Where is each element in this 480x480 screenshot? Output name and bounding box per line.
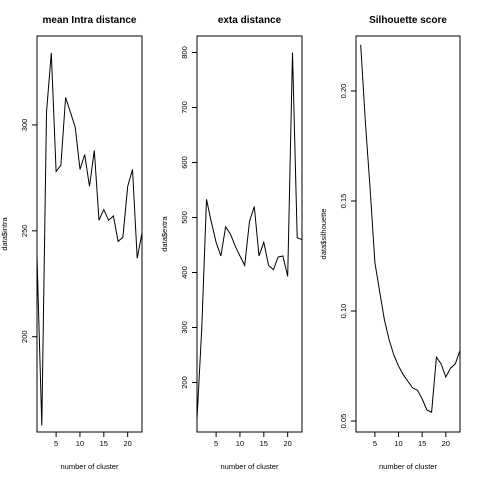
y-tick-label: 600 xyxy=(180,156,189,169)
series-line-silhouette xyxy=(360,44,461,413)
x-axis: 5 10 15 20 xyxy=(54,432,132,448)
x-tick-label: 15 xyxy=(418,439,426,448)
y-tick-label: 0.20 xyxy=(339,84,348,99)
plot-frame xyxy=(355,35,461,433)
y-tick-label: 0.10 xyxy=(339,304,348,319)
plot-frame xyxy=(196,35,303,433)
series-line-extra xyxy=(196,52,303,420)
chart-title: mean Intra distance xyxy=(43,15,137,26)
series-line-intra xyxy=(36,52,143,426)
x-tick-label: 20 xyxy=(284,439,292,448)
x-tick-label: 15 xyxy=(100,439,108,448)
y-tick-label: 300 xyxy=(180,321,189,334)
y-axis: 200 300 400 500 600 700 800 xyxy=(180,46,197,389)
x-tick-label: 20 xyxy=(124,439,132,448)
x-axis-label: number of cluster xyxy=(221,462,279,471)
y-tick-label: 300 xyxy=(20,119,29,132)
chart-title: Silhouette score xyxy=(369,15,447,26)
y-axis-label: data$intra xyxy=(0,216,9,250)
y-tick-label: 200 xyxy=(180,376,189,389)
x-axis: 5 10 15 20 xyxy=(373,432,450,448)
x-tick-label: 5 xyxy=(373,439,377,448)
y-tick-label: 800 xyxy=(180,46,189,59)
chart-title: exta distance xyxy=(218,15,282,26)
y-axis: 200 250 300 xyxy=(20,119,37,343)
y-tick-label: 400 xyxy=(180,266,189,279)
x-tick-label: 20 xyxy=(442,439,450,448)
x-axis: 5 10 15 20 xyxy=(214,432,292,448)
x-tick-label: 5 xyxy=(214,439,218,448)
y-axis-label: data$silhouette xyxy=(319,209,328,260)
x-tick-label: 5 xyxy=(54,439,58,448)
y-axis: 0.05 0.10 0.15 0.20 xyxy=(339,84,356,429)
y-tick-label: 0.15 xyxy=(339,194,348,209)
y-tick-label: 700 xyxy=(180,101,189,114)
y-tick-label: 200 xyxy=(20,330,29,343)
x-tick-label: 10 xyxy=(394,439,402,448)
panel-extra: exta distance number of cluster data$ext… xyxy=(160,15,303,471)
y-tick-label: 500 xyxy=(180,211,189,224)
y-axis-label: data$extra xyxy=(160,215,169,251)
y-tick-label: 250 xyxy=(20,225,29,238)
x-axis-label: number of cluster xyxy=(379,462,437,471)
x-tick-label: 15 xyxy=(260,439,268,448)
y-tick-label: 0.05 xyxy=(339,414,348,429)
x-tick-label: 10 xyxy=(76,439,84,448)
panel-intra: mean Intra distance number of cluster da… xyxy=(0,15,143,471)
x-tick-label: 10 xyxy=(236,439,244,448)
panel-silhouette: Silhouette score number of cluster data$… xyxy=(319,15,461,471)
x-axis-label: number of cluster xyxy=(61,462,119,471)
